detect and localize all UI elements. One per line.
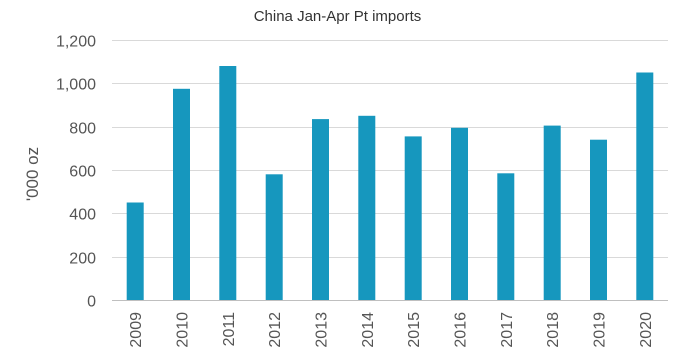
y-tick-labels: 0 200 400 600 800 1,000 1,200 (56, 34, 96, 311)
bars (126, 66, 654, 301)
y-tick-label: 600 (69, 164, 96, 181)
bar-2009 (126, 202, 144, 300)
bar-2012 (265, 174, 283, 300)
bar-2020 (636, 72, 654, 300)
x-tick-label: 2017 (499, 312, 516, 348)
gridlines (112, 40, 668, 258)
y-tick-label: 1,200 (56, 34, 96, 51)
bar-2018 (543, 125, 561, 300)
y-tick-label: 200 (69, 251, 96, 268)
x-tick-label: 2015 (406, 312, 423, 348)
y-tick-label: 800 (69, 121, 96, 138)
bar-2016 (451, 127, 468, 301)
x-tick-label: 2012 (267, 312, 284, 348)
x-tick-label: 2011 (221, 312, 238, 347)
bar-2019 (590, 139, 607, 300)
x-tick-label: 2014 (360, 312, 377, 348)
y-tick-label: 400 (69, 207, 96, 224)
bar-2017 (497, 173, 515, 301)
y-tick-label: 0 (87, 294, 96, 311)
x-tick-labels: 2009 2010 2011 2012 2013 2014 2015 2016 2017 2018… (128, 312, 655, 348)
y-axis-title: '000 oz (23, 147, 42, 201)
bar-2011 (219, 66, 237, 300)
x-tick-label: 2013 (314, 312, 331, 348)
x-tick-label: 2016 (453, 312, 470, 348)
x-tick-label: 2009 (128, 312, 145, 348)
bar-2015 (404, 136, 422, 300)
y-tick-label: 1,000 (56, 77, 96, 94)
x-tick-label: 2010 (175, 312, 192, 348)
bar-2014 (358, 115, 376, 300)
bar-2013 (312, 119, 329, 300)
x-tick-label: 2019 (592, 312, 609, 348)
bar-2010 (173, 88, 190, 301)
chart-title: China Jan-Apr Pt imports (253, 8, 422, 25)
x-tick-label: 2020 (638, 312, 655, 348)
x-tick-label: 2018 (545, 312, 562, 348)
